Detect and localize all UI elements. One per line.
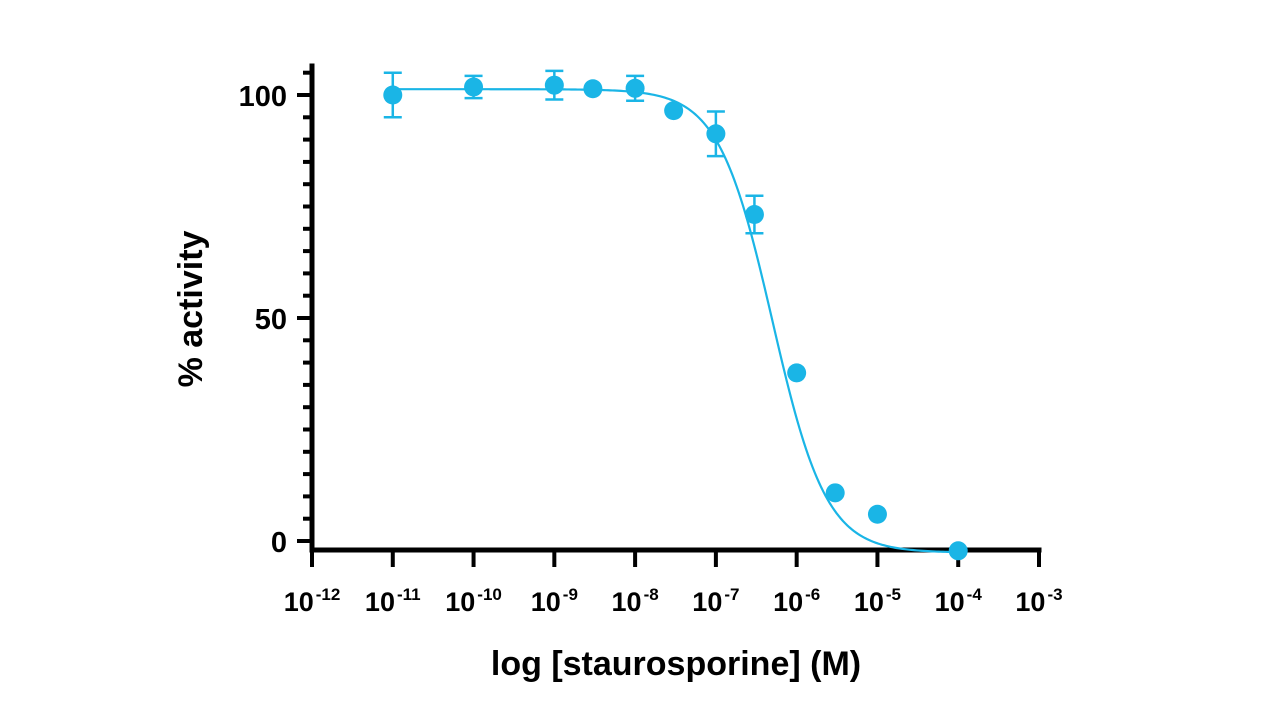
x-tick-exponent: -12 [316,585,341,604]
x-tick-base: 10 [692,587,722,617]
x-tick-base: 10 [935,587,965,617]
x-tick-label: 10 -9 [531,585,578,617]
y-axis-title: % activity [172,230,210,387]
x-tick-label: 10 -10 [445,585,502,617]
x-tick-exponent: -6 [805,585,820,604]
x-tick-exponent: -4 [967,585,983,604]
data-point [787,363,807,383]
data-point [383,85,403,105]
data-point [625,78,645,98]
x-tick-label: 10 -8 [612,585,659,617]
data-points [383,75,968,561]
x-tick-base: 10 [365,587,395,617]
x-tick-label: 10 -12 [284,585,341,617]
x-tick-base: 10 [531,587,561,617]
x-tick-label: 10 -4 [935,585,983,617]
x-tick-exponent: -8 [644,585,659,604]
x-axis-title: log [staurosporine] (M) [491,645,861,683]
data-point [464,77,484,97]
data-point [867,504,887,524]
error-bars [383,69,764,235]
x-tick-base: 10 [773,587,803,617]
data-point [664,101,684,121]
y-tick-label: 0 [271,527,287,559]
data-point [544,75,564,95]
x-tick-label: 10 -7 [692,585,739,617]
data-point [825,483,845,503]
y-major-ticks: 0 50 100 [239,81,312,559]
x-tick-label: 10 -3 [1015,585,1062,617]
x-tick-exponent: -5 [886,585,901,604]
x-tick-exponent: -9 [563,585,578,604]
x-tick-exponent: -3 [1047,585,1062,604]
x-tick-base: 10 [445,587,475,617]
y-tick-label: 100 [239,81,287,113]
fit-curve [392,88,959,554]
x-tick-base: 10 [1015,587,1045,617]
x-tick-label: 10 -11 [365,585,421,617]
x-tick-label: 10 -6 [773,585,820,617]
x-tick-base: 10 [284,587,314,617]
x-tick-label: 10 -5 [854,585,901,617]
x-tick-exponent: -7 [724,585,739,604]
data-point [948,541,968,561]
fit-curve-group [392,88,959,554]
x-tick-base: 10 [612,587,642,617]
y-tick-label: 50 [255,304,287,336]
data-point [583,79,603,99]
x-tick-exponent: -11 [397,585,421,604]
x-ticks: 10 -12 10 -11 10 -10 10 -9 10 -8 10 -7 10 -6 10 -5 10 -4 1… [284,550,1063,617]
x-tick-exponent: -10 [477,585,502,604]
x-tick-base: 10 [854,587,884,617]
data-point [706,124,726,144]
data-point [744,205,764,225]
